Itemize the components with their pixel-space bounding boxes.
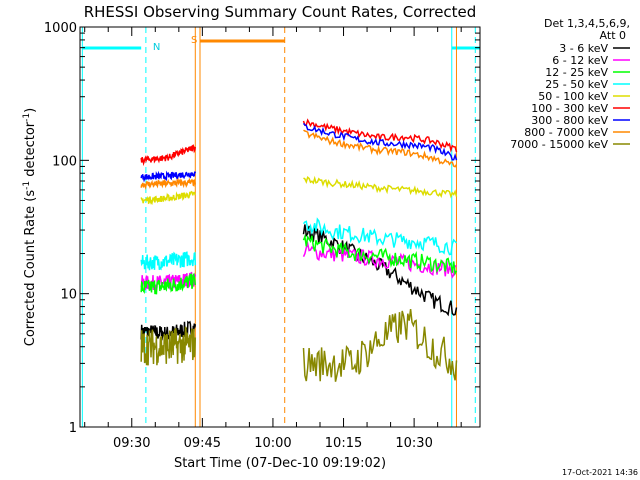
series-layer (140, 118, 458, 382)
legend-label: 6 - 12 keV (552, 54, 608, 67)
series-6 (140, 118, 458, 167)
y-label-part1: Corrected Count Rate (s (23, 190, 38, 347)
x-axis-label: Start Time (07-Dec-10 09:19:02) (174, 456, 386, 471)
legend-label: 50 - 100 keV (538, 90, 608, 103)
series-line (302, 309, 458, 382)
series-line (140, 177, 197, 191)
saa-label: S (191, 35, 197, 46)
plot-frame (79, 26, 481, 428)
series-line (302, 241, 457, 279)
series-line (302, 233, 458, 276)
series-line (140, 190, 196, 206)
y-tick-label: 100 (52, 154, 77, 169)
series-4 (140, 217, 458, 271)
series-7 (140, 122, 458, 183)
y-label-sup1: -1 (22, 181, 32, 190)
series-line (302, 217, 458, 256)
series-line (140, 326, 197, 366)
y-label-sup2: -1 (22, 113, 32, 122)
y-tick-label: 1000 (44, 21, 77, 36)
legend-label: 12 - 25 keV (545, 66, 608, 79)
x-tick-label: 09:30 (113, 436, 150, 451)
y-tick-label: 10 (60, 288, 77, 303)
y-tick-label: 1 (69, 421, 77, 436)
night-label: N (153, 42, 160, 53)
series-9 (140, 309, 458, 382)
series-line (140, 170, 197, 183)
legend-label: 7000 - 15000 keV (510, 138, 608, 151)
chart-title: RHESSI Observing Summary Count Rates, Co… (84, 3, 477, 21)
y-label-part2: detector (23, 121, 38, 181)
series-line (303, 175, 458, 199)
x-tick-label: 10:15 (325, 436, 362, 451)
y-axis-label: Corrected Count Rate (s-1 detector-1) (22, 108, 38, 346)
x-tick-label: 09:45 (184, 436, 221, 451)
legend-label: 3 - 6 keV (559, 42, 608, 55)
legend-label: 300 - 800 keV (531, 114, 608, 127)
series-line (302, 122, 458, 161)
markers-layer: NS (81, 27, 480, 427)
series-3 (140, 233, 458, 295)
series-line (303, 129, 458, 168)
series-5 (140, 175, 458, 206)
series-line (140, 251, 197, 271)
legend-label: 100 - 300 keV (531, 102, 608, 115)
legend-label: 25 - 50 keV (545, 78, 608, 91)
legend-label: 800 - 7000 keV (524, 126, 608, 139)
axes-layer: 1 10 100 1000 09:30 09:45 10:00 10:15 10:30 (44, 21, 480, 451)
legend-header-1: Det 1,3,4,5,6,9, (544, 17, 630, 30)
timestamp: 17-Oct-2021 14:36 (562, 468, 638, 477)
x-tick-label: 10:00 (254, 436, 291, 451)
series-line (302, 118, 458, 153)
series-line (140, 272, 197, 295)
x-tick-label: 10:30 (395, 436, 432, 451)
legend-header-2: Att 0 (600, 29, 626, 42)
series-8 (140, 129, 458, 191)
y-label-part3: ) (23, 108, 38, 113)
series-line (140, 144, 197, 167)
